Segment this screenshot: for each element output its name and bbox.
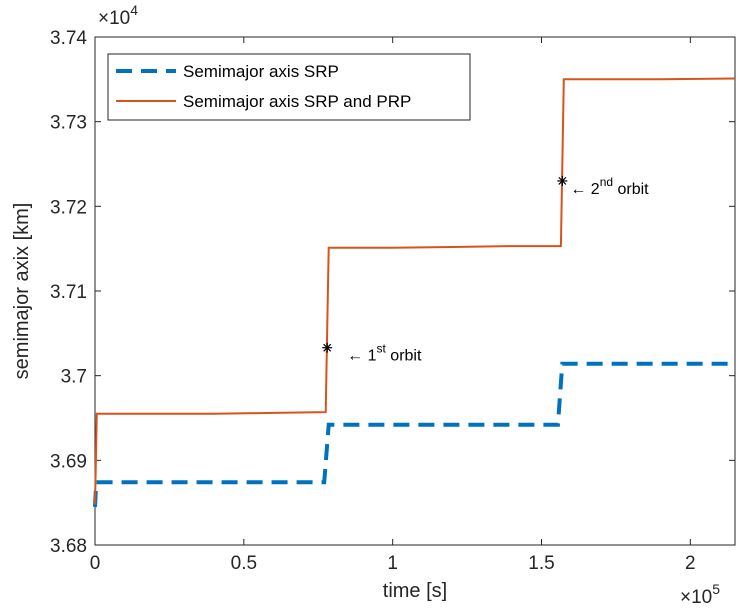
x-tick-label: 1 (387, 553, 398, 574)
legend-box (107, 53, 471, 121)
x-axis-label: time [s] (383, 580, 447, 602)
series-layer (93, 77, 736, 507)
y-tick-label: 3.74 (50, 28, 87, 49)
series-line-0 (93, 361, 735, 507)
x-exponent-label: ×105 (680, 581, 720, 608)
legend: Semimajor axis SRP Semimajor axis SRP an… (107, 53, 471, 121)
series-line-1 (94, 77, 736, 505)
y-tick-label: 3.7 (61, 367, 87, 388)
x-tick-label: 1.5 (528, 553, 554, 574)
y-axis-label: semimajor axix [km] (11, 203, 33, 380)
ticks-layer: 0 0.5 1 1.5 2 3.68 3.69 3.7 3.71 3.72 3.73 3.74 (50, 28, 735, 574)
plot-area (94, 36, 736, 546)
orbit-annotation-2: ← 2nd orbit (570, 175, 649, 198)
orbit-marker-1 (322, 342, 333, 353)
orbit-annotation-1: ← 1st orbit (347, 342, 422, 365)
y-tick-label: 3.71 (50, 282, 87, 303)
y-tick-label: 3.73 (50, 113, 87, 134)
y-exponent-label: ×104 (98, 2, 138, 29)
orbit-marker-2 (557, 175, 568, 186)
annotation-layer: ← 1st orbit ← 2nd orbit (322, 175, 649, 365)
y-tick-label: 3.68 (50, 536, 87, 557)
x-tick-label: 0.5 (231, 553, 257, 574)
legend-label-srp-prp: Semimajor axis SRP and PRP (183, 92, 411, 111)
x-tick-label: 2 (685, 553, 696, 574)
legend-label-srp: Semimajor axis SRP (183, 62, 339, 81)
y-tick-label: 3.72 (50, 197, 87, 218)
y-tick-label: 3.69 (50, 451, 87, 472)
x-tick-label: 0 (90, 553, 101, 574)
